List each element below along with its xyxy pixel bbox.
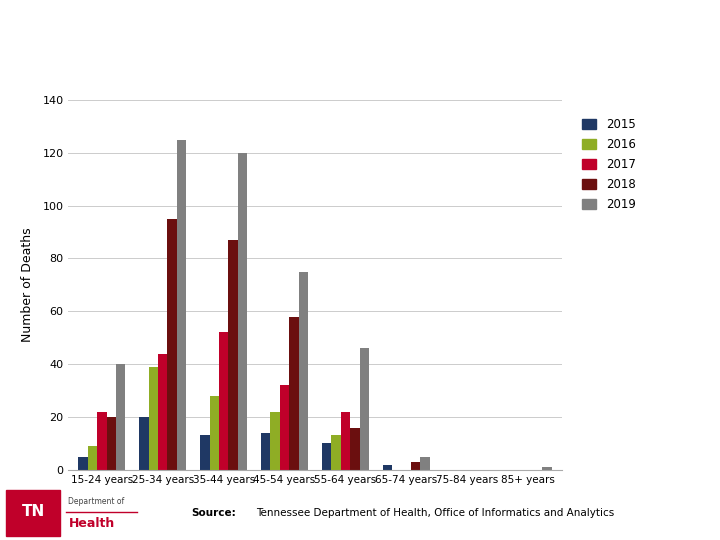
Bar (200, 435, 210, 470)
Bar (341, 411, 350, 470)
Bar (420, 457, 430, 470)
Bar (411, 462, 420, 470)
Text: TN: TN (22, 504, 45, 519)
Bar (271, 411, 280, 470)
Bar (322, 443, 331, 470)
Bar (350, 428, 359, 470)
Bar (210, 396, 219, 470)
Bar (299, 272, 308, 470)
Bar (107, 417, 116, 470)
Bar (148, 367, 158, 470)
Bar (261, 433, 271, 470)
Bar (219, 333, 228, 470)
Bar (280, 385, 289, 470)
Bar (331, 435, 341, 470)
Y-axis label: Number of Deaths: Number of Deaths (21, 227, 34, 342)
Bar (139, 417, 148, 470)
Text: Department of: Department of (68, 497, 125, 505)
Bar (88, 446, 97, 470)
Bar (542, 467, 552, 470)
Bar (116, 364, 125, 470)
Text: Opioid plus Stimulant Deaths by Age Distribution,: Opioid plus Stimulant Deaths by Age Dist… (13, 22, 582, 41)
Bar (78, 457, 88, 470)
Bar (168, 219, 177, 470)
Bar (383, 464, 392, 470)
Bar (158, 354, 168, 470)
Text: Health: Health (68, 517, 114, 530)
Text: Tennessee Department of Health, Office of Informatics and Analytics: Tennessee Department of Health, Office o… (256, 508, 614, 518)
Bar (177, 139, 186, 470)
Text: Source:: Source: (191, 508, 235, 518)
Bar (97, 411, 107, 470)
Bar (228, 240, 238, 470)
Bar (238, 153, 247, 470)
Bar (359, 348, 369, 470)
Legend: 2015, 2016, 2017, 2018, 2019: 2015, 2016, 2017, 2018, 2019 (577, 113, 640, 216)
FancyBboxPatch shape (6, 490, 60, 536)
Bar (289, 316, 299, 470)
Text: 2015-2019: 2015-2019 (13, 56, 133, 75)
